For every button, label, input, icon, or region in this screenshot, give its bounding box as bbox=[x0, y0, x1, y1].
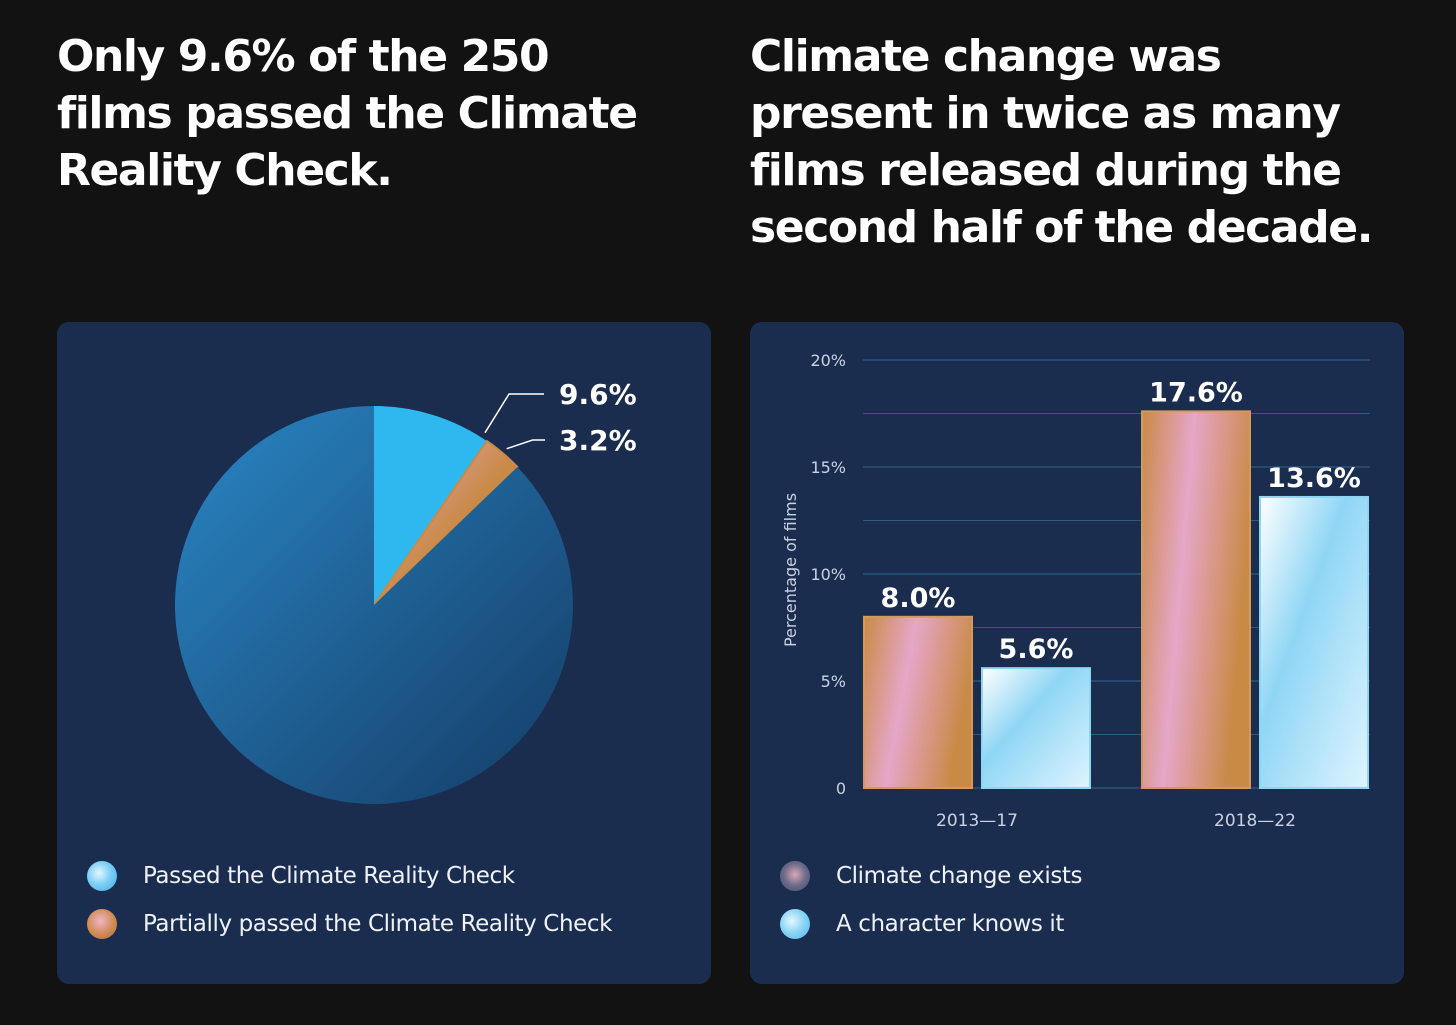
y-tick-label: 10% bbox=[810, 565, 846, 584]
bar-character-knows bbox=[1259, 495, 1369, 790]
right-headline: Climate change was present in twice as m… bbox=[750, 31, 1373, 253]
bar-data-label: 13.6% bbox=[1267, 463, 1361, 494]
pie-slice-passed bbox=[374, 406, 487, 605]
y-axis-label: Percentage of films bbox=[781, 493, 800, 647]
exists-swatch-icon bbox=[780, 861, 810, 891]
legend-label-passed: Passed the Climate Reality Check bbox=[143, 863, 515, 889]
bar-climate-exists bbox=[863, 615, 973, 789]
legend-item-exists: Climate change exists bbox=[780, 852, 1083, 900]
bar-data-label: 5.6% bbox=[999, 634, 1074, 665]
x-tick-label: 2013—17 bbox=[936, 811, 1018, 831]
bar-character-knows bbox=[981, 667, 1091, 789]
left-headline: Only 9.6% of the 250 films passed the Cl… bbox=[57, 31, 638, 196]
legend-label-exists: Climate change exists bbox=[836, 863, 1083, 889]
pie-slice-remainder bbox=[175, 406, 573, 804]
y-tick-label: 5% bbox=[821, 672, 846, 691]
bar-climate-exists bbox=[1141, 410, 1251, 790]
legend-item-knows: A character knows it bbox=[780, 900, 1082, 948]
legend-label-knows: A character knows it bbox=[836, 911, 1064, 937]
bar-chart: 0 5% 10% 15% 20% 8.0% 5.6% 2013—17 17.6% 13.6% 20… bbox=[781, 351, 1370, 831]
legend-item-partial: Partially passed the Climate Reality Che… bbox=[87, 900, 612, 948]
bar-data-label: 8.0% bbox=[881, 583, 956, 614]
partial-swatch-icon bbox=[87, 909, 117, 939]
pie-legend: Passed the Climate Reality Check Partial… bbox=[87, 852, 612, 948]
y-tick-label: 15% bbox=[810, 458, 846, 477]
knows-swatch-icon bbox=[780, 909, 810, 939]
x-tick-label: 2018—22 bbox=[1214, 811, 1296, 831]
pie-data-label: 3.2% bbox=[559, 424, 637, 457]
pie-leader-line bbox=[506, 439, 545, 450]
pie-chart: 9.6% 3.2% bbox=[175, 378, 637, 804]
bar-data-label: 17.6% bbox=[1149, 377, 1243, 408]
y-tick-label: 20% bbox=[810, 351, 846, 370]
pie-chart-panel: 9.6% 3.2% Passed the Climate Reality Chec… bbox=[57, 322, 711, 984]
legend-item-passed: Passed the Climate Reality Check bbox=[87, 852, 612, 900]
pie-slice-partial bbox=[373, 439, 519, 606]
bar-chart-panel: 0 5% 10% 15% 20% 8.0% 5.6% 2013—17 17.6% 13.6% 20… bbox=[750, 322, 1404, 984]
pie-data-label: 9.6% bbox=[559, 378, 637, 411]
pie-leader-line bbox=[484, 393, 544, 434]
y-tick-label: 0 bbox=[836, 779, 846, 798]
passed-swatch-icon bbox=[87, 861, 117, 891]
bar-legend: Climate change exists A character knows … bbox=[780, 852, 1083, 948]
legend-label-partial: Partially passed the Climate Reality Che… bbox=[143, 911, 613, 937]
